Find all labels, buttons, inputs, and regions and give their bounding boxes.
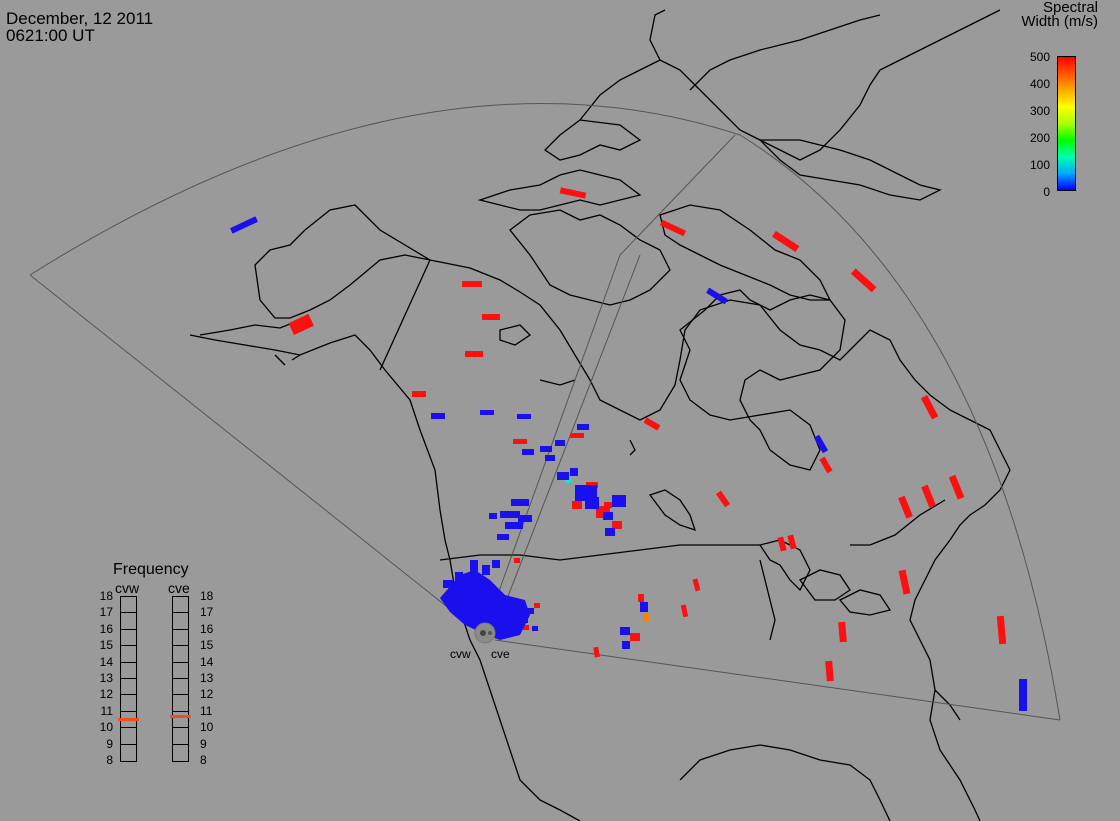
colorbar-tick-100: 100 bbox=[1029, 158, 1050, 172]
colorbar-tick-500: 500 bbox=[1029, 50, 1050, 64]
gauge-cell bbox=[173, 745, 188, 761]
gauge-cell bbox=[173, 663, 188, 679]
gauge-cell bbox=[121, 646, 136, 663]
gauge-cell bbox=[121, 712, 136, 729]
gauge-cell bbox=[173, 728, 188, 745]
coastline-layer bbox=[189, 9, 1011, 821]
frequency-scale-label: 13 bbox=[200, 671, 214, 685]
frequency-scale-label: 15 bbox=[99, 638, 113, 653]
radar-site-cve bbox=[488, 631, 492, 635]
colorbar-tick-400: 400 bbox=[1029, 77, 1050, 91]
frequency-marker-cve bbox=[170, 714, 191, 718]
gauge-cell bbox=[121, 663, 136, 679]
frequency-col-cve: cve bbox=[168, 580, 190, 596]
frequency-scale-label: 12 bbox=[200, 687, 214, 702]
frequency-scale-label: 12 bbox=[99, 687, 113, 702]
gauge-cell bbox=[173, 613, 188, 630]
frequency-scale-label: 16 bbox=[99, 621, 113, 636]
colorbar-units: Width (m/s) bbox=[1021, 13, 1098, 30]
radar-sites bbox=[474, 622, 496, 644]
gauge-cell bbox=[173, 712, 188, 729]
gauge-cell bbox=[121, 630, 136, 647]
gauge-cell bbox=[121, 695, 136, 712]
gauge-cell bbox=[173, 679, 188, 696]
frequency-scale-label: 17 bbox=[99, 605, 113, 620]
gauge-cell bbox=[121, 613, 136, 630]
frequency-scale-label: 10 bbox=[99, 720, 113, 735]
frequency-gauge-cvw bbox=[120, 596, 137, 762]
colorbar bbox=[1057, 56, 1076, 191]
echoes-low-width bbox=[230, 216, 1027, 711]
colorbar-tick-300: 300 bbox=[1029, 104, 1050, 118]
echoes-mid-width bbox=[643, 614, 649, 622]
frequency-scale-label: 11 bbox=[100, 703, 113, 718]
frequency-scale-label: 15 bbox=[200, 638, 214, 653]
gauge-cell bbox=[173, 695, 188, 712]
frequency-title: Frequency bbox=[113, 561, 189, 578]
gauge-cell bbox=[121, 728, 136, 745]
frequency-scale-label: 13 bbox=[99, 671, 113, 685]
colorbar-tick-0: 0 bbox=[1043, 185, 1050, 199]
gauge-cell bbox=[173, 597, 188, 614]
frequency-col-cvw: cvw bbox=[115, 580, 140, 596]
radar-label-cvw: cvw bbox=[450, 647, 471, 661]
colorbar-title: Spectral bbox=[1042, 0, 1098, 16]
gauge-cell bbox=[173, 630, 188, 647]
frequency-scale-label: 16 bbox=[200, 621, 214, 636]
frequency-scale-label: 8 bbox=[200, 753, 207, 767]
time-label: 0621:00 UT bbox=[6, 26, 95, 45]
date-label: December, 12 2011 bbox=[6, 9, 154, 28]
colorbar-tick-200: 200 bbox=[1029, 131, 1050, 145]
radar-site-cvw bbox=[480, 630, 486, 636]
frequency-scale-label: 18 bbox=[99, 589, 113, 603]
frequency-scale-label: 11 bbox=[200, 703, 213, 718]
gauge-cell bbox=[121, 745, 136, 761]
frequency-scale-label: 17 bbox=[200, 605, 214, 620]
frequency-marker-cvw bbox=[118, 718, 139, 721]
gauge-cell bbox=[121, 679, 136, 696]
gauge-cell bbox=[121, 597, 136, 614]
frequency-scale-label: 8 bbox=[106, 753, 113, 767]
frequency-scale-label: 14 bbox=[200, 654, 214, 669]
frequency-gauge-cve bbox=[172, 596, 189, 762]
frequency-scale-label: 9 bbox=[106, 736, 113, 751]
radar-fov-outline bbox=[29, 103, 1061, 721]
echoes-high-width bbox=[288, 187, 1007, 682]
radar-label-cve: cve bbox=[491, 647, 510, 661]
frequency-scale-label: 10 bbox=[200, 720, 214, 735]
frequency-scale-label: 9 bbox=[200, 736, 207, 751]
gauge-cell bbox=[173, 646, 188, 663]
frequency-scale-label: 14 bbox=[99, 654, 113, 669]
frequency-scale-label: 18 bbox=[200, 589, 214, 603]
